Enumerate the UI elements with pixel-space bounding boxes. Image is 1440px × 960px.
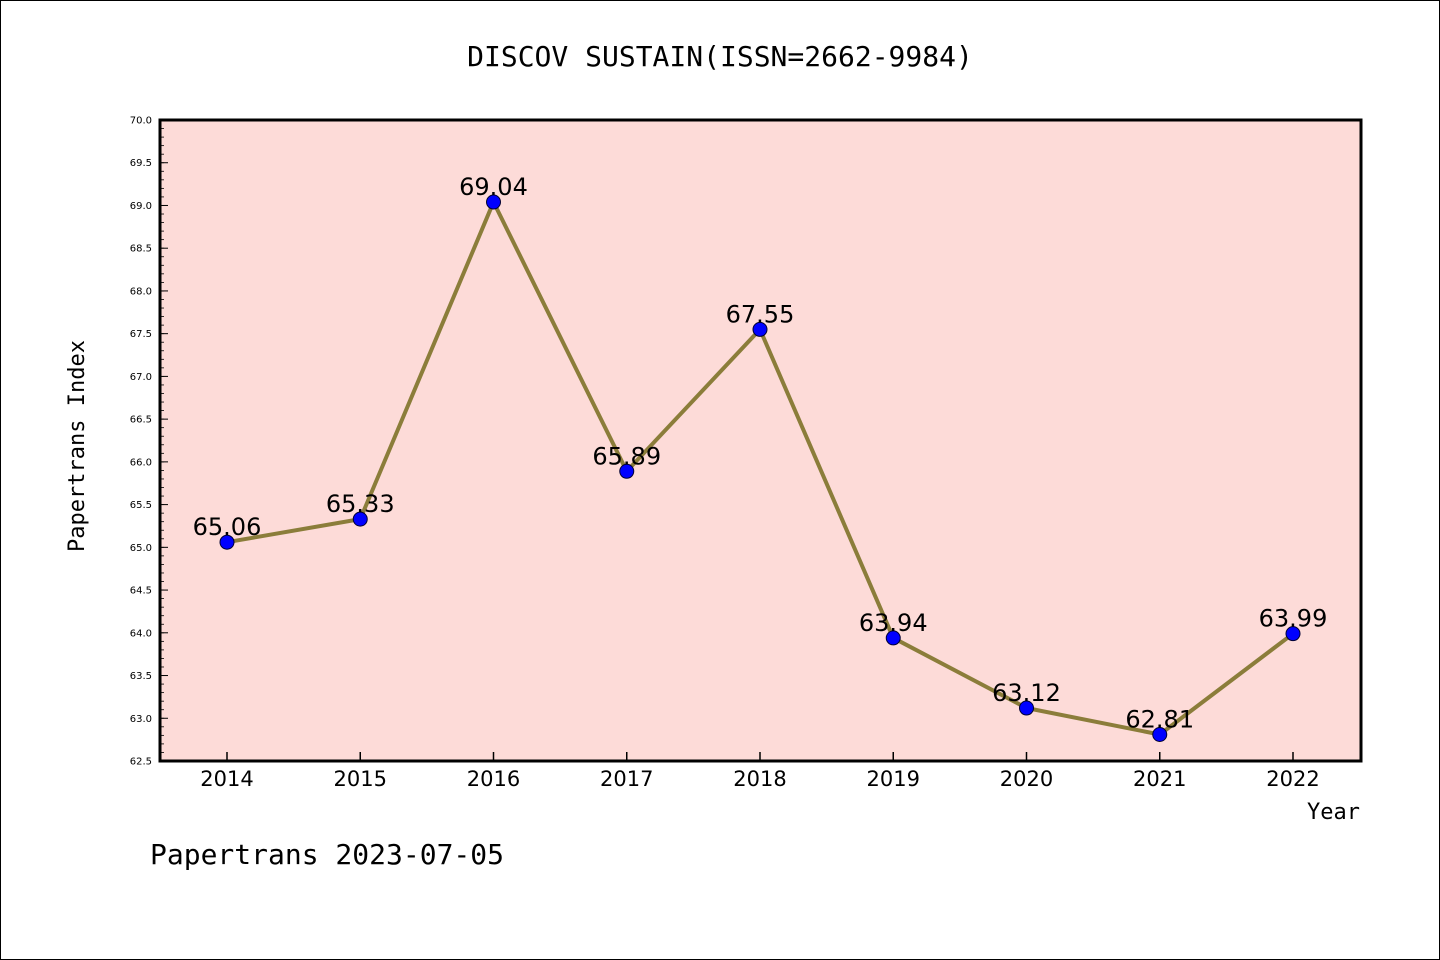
- data-point: [1019, 700, 1034, 716]
- data-point: [486, 194, 501, 210]
- data-point: [1285, 626, 1301, 642]
- y-tick-label: 65.0: [130, 543, 152, 554]
- x-tick-label: 2017: [600, 767, 653, 791]
- x-tick-label: 2015: [334, 767, 387, 791]
- data-labels-group: 65.06 65.33 69.04 65.89 67.55 63.94 63.12 62.81…: [193, 173, 1328, 733]
- y-tick-label: 69.5: [130, 158, 152, 169]
- data-label: 63.12: [992, 679, 1061, 707]
- x-axis: 2014 2015 2016 2017 2018 2019 2020 2021 2022: [200, 752, 1320, 791]
- data-label: 63.99: [1259, 605, 1328, 633]
- x-tick-label: 2020: [1000, 767, 1053, 791]
- data-label: 62.81: [1125, 706, 1194, 734]
- y-axis-label: Papertrans Index: [65, 340, 90, 552]
- series-line-group: [219, 194, 1301, 743]
- y-tick-label: 66.0: [130, 457, 152, 468]
- data-label: 63.94: [859, 609, 928, 637]
- y-tick-label: 67.5: [130, 329, 152, 340]
- y-tick-label: 63.0: [130, 714, 152, 725]
- y-tick-label: 68.5: [130, 244, 152, 255]
- chart-title: DISCOV SUSTAIN(ISSN=2662-9984): [467, 40, 973, 73]
- data-point: [352, 511, 368, 527]
- y-tick-label: 63.5: [130, 671, 152, 682]
- x-tick-label: 2022: [1266, 767, 1319, 791]
- data-label: 65.89: [592, 442, 661, 470]
- footer-caption: Papertrans 2023-07-05: [150, 838, 504, 871]
- data-point: [752, 321, 768, 337]
- x-axis-label: Year: [1307, 800, 1360, 825]
- y-tick-label: 69.0: [130, 201, 152, 212]
- y-tick-label: 62.5: [130, 757, 152, 768]
- data-label: 65.06: [193, 513, 262, 541]
- data-point: [885, 630, 901, 646]
- x-tick-label: 2021: [1133, 767, 1186, 791]
- x-tick-label: 2019: [867, 767, 920, 791]
- y-tick-label: 70.0: [130, 116, 152, 127]
- y-tick-label: 68.0: [130, 286, 152, 297]
- data-label: 69.04: [459, 173, 528, 201]
- data-point: [619, 463, 635, 479]
- x-tick-label: 2014: [200, 767, 253, 791]
- y-tick-label: 64.5: [130, 586, 152, 597]
- x-tick-label: 2016: [467, 767, 520, 791]
- y-tick-label: 67.0: [130, 372, 152, 383]
- data-label: 65.33: [326, 490, 395, 518]
- y-tick-label: 64.0: [130, 628, 152, 639]
- y-tick-label: 66.5: [130, 415, 152, 426]
- plot-area: [160, 120, 1361, 761]
- y-tick-label: 65.5: [130, 500, 152, 511]
- plot-border: [158, 118, 1363, 763]
- data-point: [219, 534, 235, 550]
- x-tick-label: 2018: [733, 767, 786, 791]
- data-point: [1152, 727, 1168, 743]
- data-label: 67.55: [726, 300, 795, 328]
